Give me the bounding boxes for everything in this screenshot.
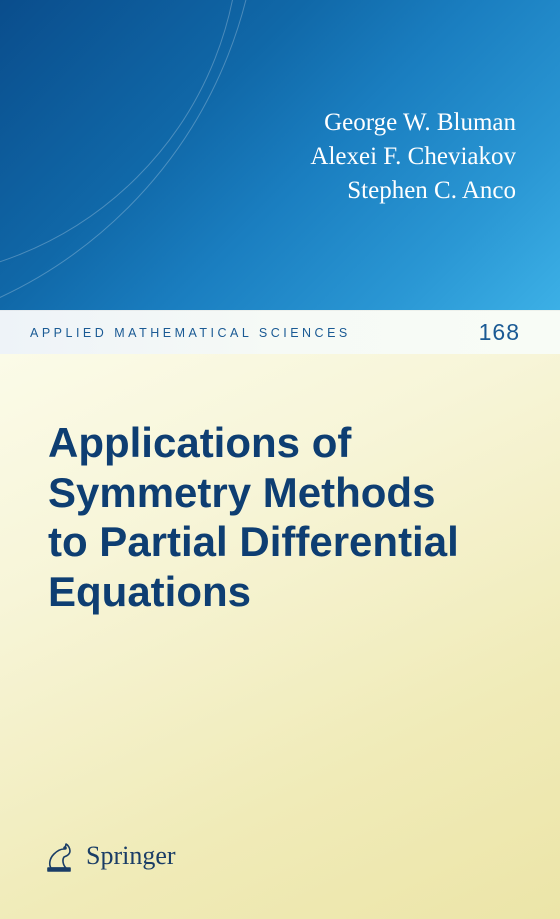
title-line: Symmetry Methods: [48, 468, 520, 518]
publisher-name: Springer: [86, 841, 176, 871]
top-panel: George W. Bluman Alexei F. Cheviakov Ste…: [0, 0, 560, 310]
author-line: George W. Bluman: [310, 106, 516, 140]
decorative-arc: [0, 0, 260, 310]
series-number: 168: [479, 319, 520, 346]
title-line: Applications of: [48, 418, 520, 468]
chess-knight-icon: [42, 837, 76, 875]
series-band: APPLIED MATHEMATICAL SCIENCES 168: [0, 310, 560, 354]
title-line: Equations: [48, 567, 520, 617]
series-label: APPLIED MATHEMATICAL SCIENCES: [30, 326, 479, 340]
title-line: to Partial Differential: [48, 517, 520, 567]
book-cover: George W. Bluman Alexei F. Cheviakov Ste…: [0, 0, 560, 919]
publisher-block: Springer: [42, 837, 176, 875]
authors-block: George W. Bluman Alexei F. Cheviakov Ste…: [310, 106, 516, 207]
bottom-panel: Applications of Symmetry Methods to Part…: [0, 354, 560, 919]
author-line: Alexei F. Cheviakov: [310, 140, 516, 174]
author-line: Stephen C. Anco: [310, 174, 516, 208]
book-title: Applications of Symmetry Methods to Part…: [48, 418, 520, 616]
